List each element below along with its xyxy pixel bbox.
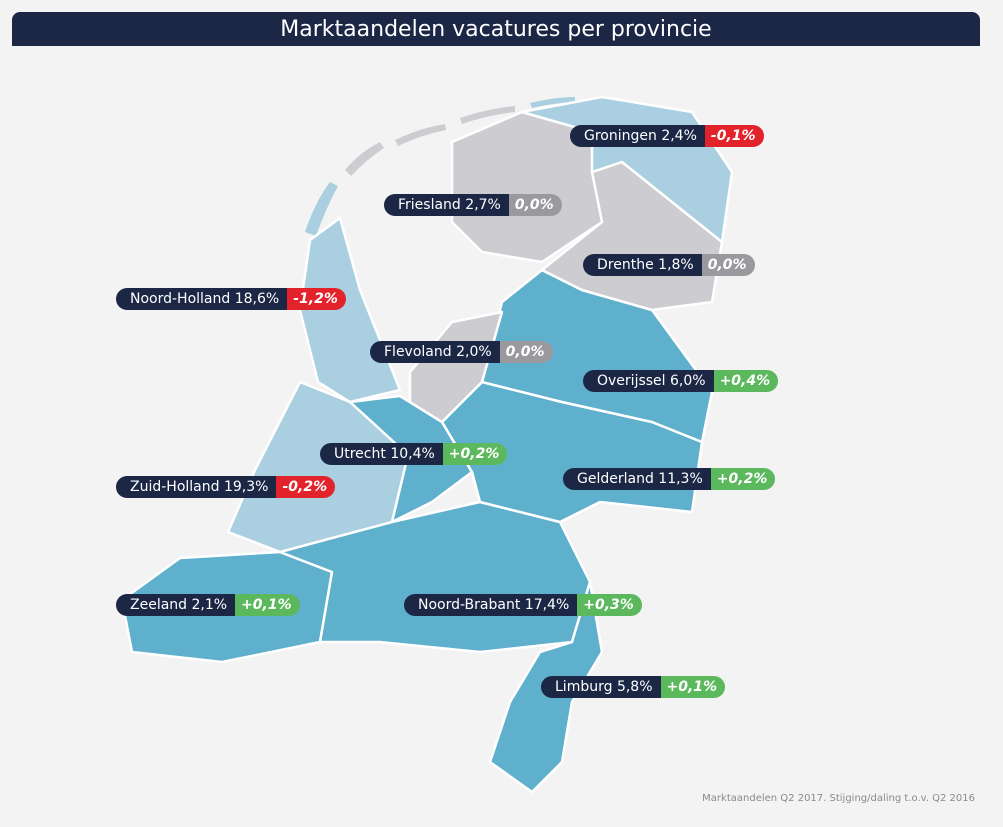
footnote: Marktaandelen Q2 2017. Stijging/daling t… [702, 793, 975, 804]
flevoland [408, 310, 504, 424]
province-share-box: Friesland 2,7% [384, 194, 509, 216]
province-label: Flevoland 2,0% 0,0% [370, 341, 553, 363]
province-share-box: Zeeland 2,1% [116, 594, 236, 616]
title-bar: Marktaandelen vacatures per provincie [12, 12, 980, 46]
province-share-box: Noord-Brabant 17,4% [404, 594, 578, 616]
province-label: Zeeland 2,1% +0,1% [116, 594, 300, 616]
province-label: Gelderland 11,3% +0,2% [563, 468, 776, 490]
change-badge: +0,2% [710, 468, 776, 490]
province-share: 2,0% [456, 344, 492, 360]
province-name: Friesland [398, 197, 461, 213]
province-label: Limburg 5,8% +0,1% [541, 676, 726, 698]
province-share: 2,4% [661, 128, 697, 144]
change-badge: +0,1% [660, 676, 726, 698]
province-share-box: Overijssel 6,0% [583, 370, 714, 392]
change-badge: +0,1% [235, 594, 300, 616]
province-share: 5,8% [616, 679, 653, 695]
province-share-box: Groningen 2,4% [570, 125, 705, 147]
change-badge: +0,4% [713, 370, 779, 392]
province-share: 1,8% [658, 257, 694, 273]
province-name: Limburg [555, 679, 613, 695]
province-share-box: Utrecht 10,4% [320, 443, 443, 465]
province-share-box: Limburg 5,8% [541, 676, 661, 698]
change-badge: +0,2% [442, 443, 508, 465]
province-share: 19,3% [223, 479, 269, 495]
province-share: 2,1% [191, 597, 228, 613]
province-share: 11,3% [658, 471, 703, 487]
change-badge: -1,2% [287, 288, 346, 310]
province-label: Drenthe 1,8% 0,0% [583, 254, 755, 276]
province-share: 6,0% [670, 373, 706, 389]
change-badge: +0,3% [577, 594, 642, 616]
wadden-islands [305, 97, 575, 236]
province-share: 2,7% [465, 197, 501, 213]
province-label: Utrecht 10,4% +0,2% [320, 443, 508, 465]
change-badge: -0,1% [704, 125, 764, 147]
province-share-box: Noord-Holland 18,6% [116, 288, 288, 310]
province-label: Groningen 2,4% -0,1% [570, 125, 764, 147]
province-name: Gelderland [577, 471, 654, 487]
province-name: Groningen [584, 128, 657, 144]
change-badge: 0,0% [508, 194, 562, 216]
province-name: Utrecht [334, 446, 386, 462]
province-name: Zeeland [130, 597, 188, 613]
province-share-box: Gelderland 11,3% [563, 468, 711, 490]
change-badge: -0,2% [276, 476, 336, 498]
province-share-box: Flevoland 2,0% [370, 341, 500, 363]
province-name: Zuid-Holland [130, 479, 220, 495]
province-label: Noord-Brabant 17,4% +0,3% [404, 594, 642, 616]
province-name: Flevoland [384, 344, 452, 360]
province-share: 10,4% [390, 446, 435, 462]
province-label: Friesland 2,7% 0,0% [384, 194, 562, 216]
province-share: 18,6% [234, 291, 280, 307]
province-share-box: Zuid-Holland 19,3% [116, 476, 277, 498]
province-name: Drenthe [597, 257, 654, 273]
noord-holland [298, 216, 402, 404]
change-badge: 0,0% [499, 341, 553, 363]
province-label: Noord-Holland 18,6% -1,2% [116, 288, 346, 310]
change-badge: 0,0% [701, 254, 755, 276]
province-label: Overijssel 6,0% +0,4% [583, 370, 779, 392]
province-label: Zuid-Holland 19,3% -0,2% [116, 476, 336, 498]
province-name: Overijssel [597, 373, 666, 389]
province-share-box: Drenthe 1,8% [583, 254, 702, 276]
province-name: Noord-Holland [130, 291, 231, 307]
province-share: 17,4% [524, 597, 570, 613]
province-name: Noord-Brabant [418, 597, 521, 613]
